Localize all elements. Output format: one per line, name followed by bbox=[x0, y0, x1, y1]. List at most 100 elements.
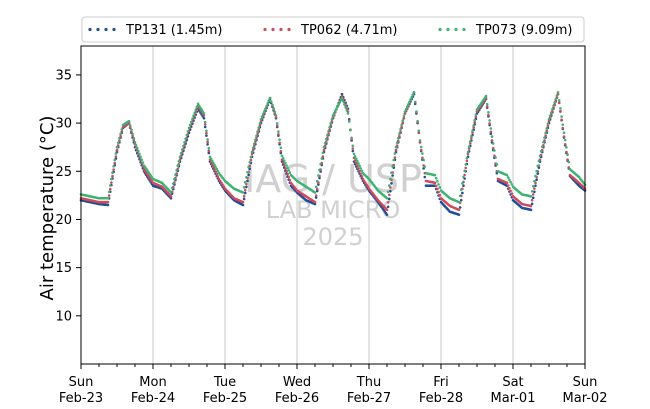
data-point bbox=[130, 130, 133, 133]
data-point bbox=[177, 159, 181, 163]
data-point bbox=[209, 157, 213, 161]
data-point bbox=[247, 165, 250, 169]
x-tick-day-label: Sun bbox=[573, 375, 598, 390]
x-tick-date-label: Mar-01 bbox=[491, 391, 536, 406]
data-point bbox=[203, 125, 207, 129]
gridlines bbox=[152, 46, 514, 364]
data-point bbox=[508, 186, 511, 190]
data-point bbox=[318, 176, 321, 180]
data-point bbox=[470, 134, 473, 138]
x-tick-date-label: Feb-28 bbox=[419, 391, 463, 406]
data-point bbox=[547, 117, 551, 121]
data-point bbox=[202, 114, 206, 117]
data-point bbox=[112, 168, 115, 171]
series-points bbox=[79, 90, 587, 216]
data-point bbox=[563, 138, 567, 142]
data-point bbox=[387, 193, 391, 197]
data-point bbox=[242, 194, 246, 198]
data-point bbox=[364, 181, 367, 185]
data-point bbox=[338, 101, 342, 104]
data-point bbox=[212, 161, 215, 165]
data-point bbox=[416, 119, 419, 123]
x-tick-date-label: Feb-25 bbox=[203, 391, 247, 406]
data-point bbox=[436, 179, 439, 183]
data-point bbox=[169, 195, 173, 198]
data-point bbox=[120, 128, 124, 131]
legend-marker bbox=[88, 27, 92, 32]
data-point bbox=[488, 119, 491, 122]
data-point bbox=[545, 129, 549, 133]
data-point bbox=[288, 171, 292, 175]
data-point bbox=[330, 118, 334, 121]
legend-marker bbox=[104, 27, 108, 32]
data-point bbox=[241, 191, 245, 194]
data-point bbox=[286, 172, 289, 176]
data-point bbox=[251, 146, 255, 150]
data-point bbox=[213, 168, 216, 171]
data-point bbox=[356, 164, 359, 168]
x-tick-day-label: Wed bbox=[283, 375, 311, 390]
data-point bbox=[194, 108, 198, 112]
data-point bbox=[489, 127, 493, 130]
data-point bbox=[354, 157, 358, 161]
data-point bbox=[196, 102, 200, 106]
data-point bbox=[461, 191, 464, 195]
data-point bbox=[249, 155, 253, 159]
data-point bbox=[529, 204, 533, 208]
data-point bbox=[357, 162, 360, 165]
data-point bbox=[275, 124, 279, 128]
data-point bbox=[287, 175, 291, 179]
data-point bbox=[417, 129, 421, 133]
data-point bbox=[274, 114, 278, 117]
data-point bbox=[488, 122, 491, 125]
data-point bbox=[340, 94, 344, 98]
y-axis: 10 15 20 25 30 35 bbox=[55, 68, 81, 324]
x-tick-day-label: Fri bbox=[433, 375, 449, 390]
data-point bbox=[463, 169, 466, 173]
data-point bbox=[134, 143, 138, 147]
data-point bbox=[210, 159, 214, 163]
y-tick-label: 35 bbox=[55, 68, 72, 83]
data-point bbox=[543, 136, 546, 139]
x-tick-date-label: Feb-23 bbox=[59, 391, 103, 406]
data-point bbox=[351, 144, 355, 148]
data-point bbox=[215, 172, 219, 176]
data-point bbox=[254, 140, 257, 143]
data-point bbox=[508, 178, 511, 182]
data-point bbox=[314, 185, 318, 189]
data-point bbox=[327, 129, 330, 133]
data-point bbox=[118, 137, 121, 140]
data-point bbox=[509, 189, 512, 193]
data-point bbox=[328, 126, 331, 129]
data-point bbox=[531, 184, 535, 188]
data-point bbox=[537, 159, 541, 163]
data-point bbox=[473, 118, 477, 122]
data-point bbox=[360, 169, 364, 173]
data-point bbox=[189, 120, 193, 124]
data-point bbox=[273, 110, 277, 114]
x-axis: SunFeb-23MonFeb-24TueFeb-25WedFeb-26ThuF… bbox=[59, 364, 607, 406]
data-point bbox=[257, 126, 261, 129]
data-point bbox=[169, 196, 173, 200]
data-point bbox=[118, 139, 121, 143]
data-point bbox=[409, 98, 412, 101]
data-point bbox=[205, 129, 208, 133]
data-point bbox=[254, 138, 257, 142]
data-point bbox=[457, 208, 461, 212]
data-point bbox=[315, 179, 319, 183]
x-tick-day-label: Tue bbox=[213, 375, 236, 390]
data-point bbox=[557, 101, 561, 104]
data-point bbox=[183, 141, 186, 144]
data-point bbox=[266, 102, 270, 105]
data-point bbox=[412, 90, 416, 94]
data-point bbox=[252, 144, 256, 148]
legend-marker bbox=[271, 27, 275, 32]
data-point bbox=[323, 141, 327, 145]
data-point bbox=[472, 124, 475, 127]
data-point bbox=[340, 96, 344, 100]
data-point bbox=[400, 125, 403, 129]
data-point bbox=[138, 152, 141, 156]
data-point bbox=[494, 156, 497, 159]
data-point bbox=[404, 107, 408, 111]
data-point bbox=[313, 191, 317, 194]
